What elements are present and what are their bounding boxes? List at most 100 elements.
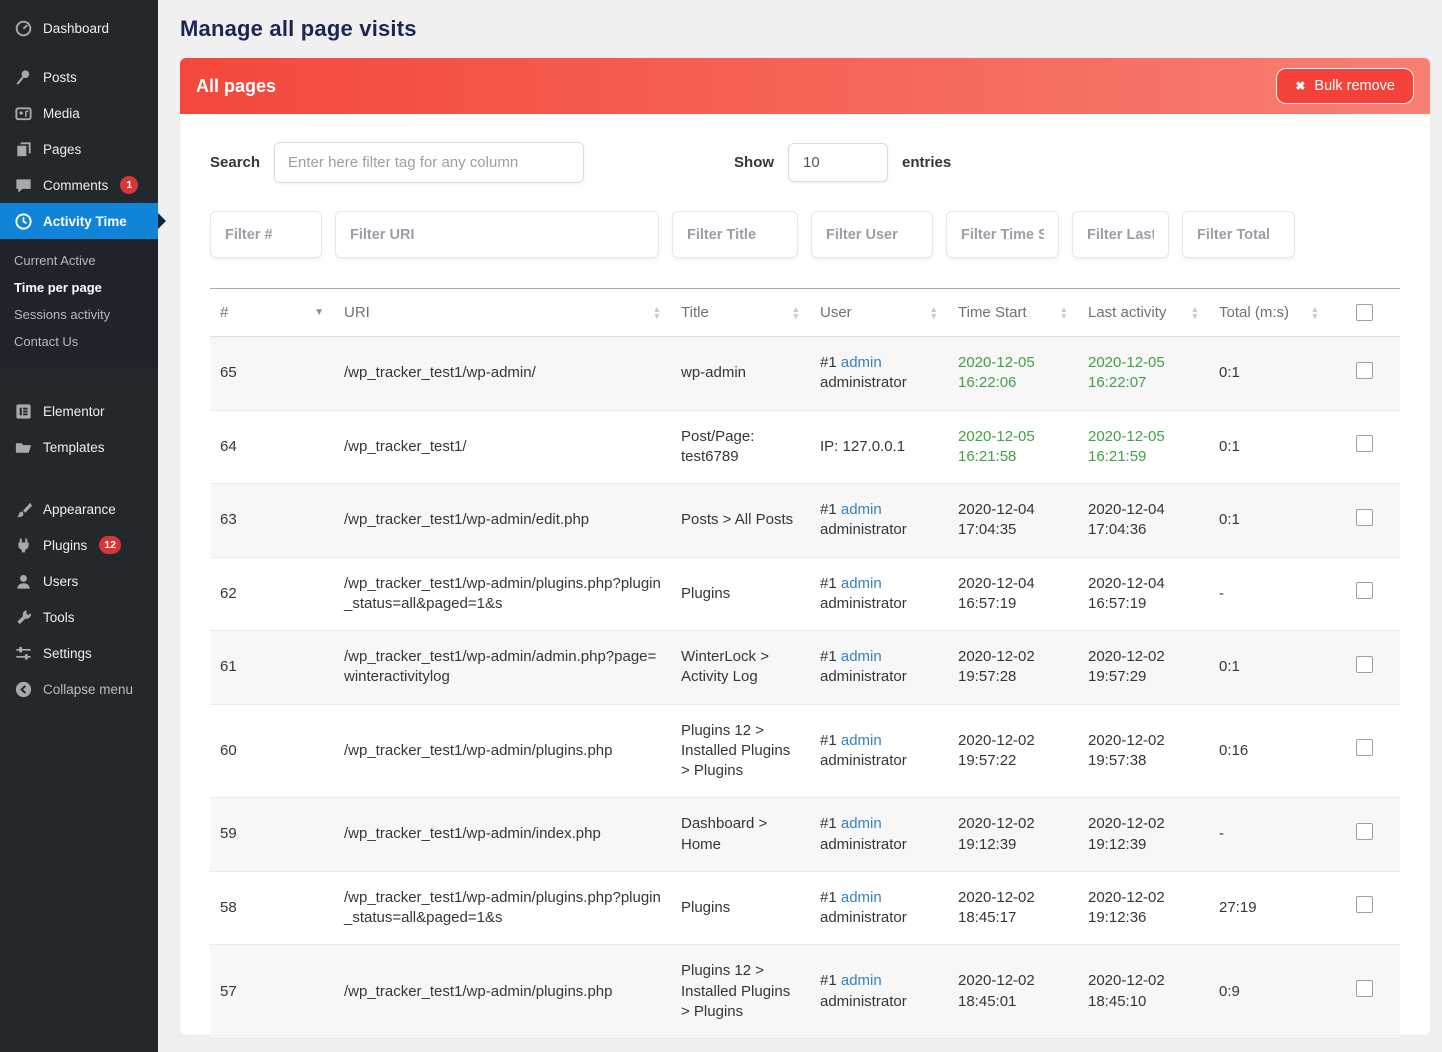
- cell-uri: /wp_tracker_test1/wp-admin/plugins.php: [344, 982, 613, 1000]
- filter-input-filter-uri[interactable]: [335, 211, 659, 258]
- sort-icon: ▲ ▼: [1190, 303, 1199, 321]
- sort-icon: ▲ ▼: [652, 303, 661, 321]
- table-row: 59/wp_tracker_test1/wp-admin/index.php Da…: [210, 797, 1400, 872]
- row-checkbox[interactable]: [1356, 435, 1373, 453]
- sidebar-item-elementor[interactable]: Elementor: [0, 393, 158, 429]
- user-admin-link[interactable]: admin: [840, 731, 882, 749]
- user-admin-link[interactable]: admin: [840, 888, 882, 906]
- cell-last-activity: 2020-12-02 18:44:56: [1078, 1039, 1209, 1052]
- filter-input-filter-time-sta[interactable]: [946, 211, 1059, 258]
- cell-title: wp-admin: [681, 364, 747, 382]
- user-id-prefix: #1: [820, 354, 837, 371]
- row-checkbox[interactable]: [1356, 822, 1373, 840]
- sidebar-item-pages[interactable]: Pages: [0, 131, 158, 167]
- bulk-remove-button[interactable]: ✖ Bulk remove: [1276, 68, 1414, 104]
- cell-select: [1329, 484, 1400, 558]
- column-header-user[interactable]: User ▲ ▼: [810, 288, 948, 337]
- row-checkbox[interactable]: [1356, 655, 1373, 673]
- cell-uri: /wp_tracker_test1/: [344, 437, 467, 455]
- cell-last-activity: 2020-12-02 19:12:39: [1088, 815, 1165, 853]
- filter-input-filter-title[interactable]: [672, 211, 798, 258]
- sidebar-subitem-current-active[interactable]: Current Active: [14, 253, 96, 268]
- cell-title: Posts > All Posts: [681, 511, 794, 529]
- table-body: 65/wp_tracker_test1/wp-admin/wp-admin #1 …: [210, 336, 1400, 1052]
- sidebar-item-posts[interactable]: Posts: [0, 59, 158, 95]
- sidebar-item-media[interactable]: Media: [0, 95, 158, 131]
- user-admin-link[interactable]: admin: [840, 501, 882, 518]
- panel-title: All pages: [196, 75, 277, 96]
- cell-last-activity: 2020-12-05 16:21:59: [1088, 427, 1165, 465]
- sidebar-item-users[interactable]: Users: [0, 563, 158, 599]
- sidebar-subitem-sessions-activity[interactable]: Sessions activity: [14, 307, 111, 322]
- user-role: administrator: [820, 374, 907, 392]
- user-id-prefix: #1: [820, 648, 837, 665]
- filter-input-filter-total[interactable]: [1182, 211, 1295, 258]
- column-header-last-activity[interactable]: Last activity ▲ ▼: [1078, 288, 1209, 337]
- column-header-time-start[interactable]: Time Start ▲ ▼: [948, 288, 1078, 337]
- table-row: 61/wp_tracker_test1/wp-admin/admin.php?p…: [210, 630, 1400, 705]
- user-admin-link[interactable]: admin: [840, 972, 882, 990]
- comments-icon: [13, 175, 33, 195]
- menu-separator: [0, 465, 158, 491]
- row-checkbox[interactable]: [1356, 582, 1373, 600]
- sidebar-item-templates[interactable]: Templates: [0, 429, 158, 465]
- cell-last-activity: 2020-12-02 18:45:10: [1088, 972, 1165, 1010]
- user-admin-link[interactable]: admin: [840, 354, 882, 371]
- column-header-inner: URI ▲ ▼: [344, 304, 661, 321]
- cell-title: Plugins 12 > Installed Plugins > Plugins: [681, 962, 791, 1020]
- row-checkbox[interactable]: [1356, 508, 1373, 526]
- sidebar-item-activity-time[interactable]: Activity Time: [0, 203, 166, 239]
- cell-time-start: 2020-12-02 18:45:01: [958, 972, 1035, 1010]
- cell-total: 27:19: [1219, 898, 1257, 916]
- sidebar-item-comments[interactable]: Comments 1: [0, 167, 158, 203]
- user-role: administrator: [820, 751, 907, 769]
- cell-select: [1329, 1039, 1400, 1052]
- column-header-title[interactable]: Title ▲ ▼: [671, 288, 810, 337]
- search-label: Search: [210, 154, 261, 171]
- user-role: administrator: [820, 835, 907, 853]
- column-header-select[interactable]: [1329, 288, 1400, 337]
- user-role: administrator: [820, 992, 907, 1010]
- sidebar-item-dashboard[interactable]: Dashboard: [0, 10, 158, 46]
- count-badge: 12: [99, 536, 121, 554]
- sidebar-item-collapse-menu[interactable]: Collapse menu: [0, 671, 158, 707]
- cell-uri: /wp_tracker_test1/wp-admin/plugins.php: [344, 741, 613, 759]
- sidebar-item-tools[interactable]: Tools: [0, 599, 158, 635]
- table-row: 65/wp_tracker_test1/wp-admin/wp-admin #1 …: [210, 336, 1400, 410]
- column-header-[interactable]: # ▼: [210, 288, 334, 337]
- select-all-checkbox[interactable]: [1356, 304, 1373, 321]
- sidebar-subitem-contact-us[interactable]: Contact Us: [14, 334, 79, 349]
- cell-id: 61: [220, 658, 237, 676]
- column-header-uri[interactable]: URI ▲ ▼: [334, 288, 671, 337]
- cell-title: Dashboard > Home: [681, 815, 768, 853]
- filter-input-filter-user[interactable]: [811, 211, 933, 258]
- row-checkbox[interactable]: [1356, 980, 1373, 997]
- sidebar-item-settings[interactable]: Settings: [0, 635, 158, 671]
- user-admin-link[interactable]: admin: [840, 574, 882, 592]
- cell-last-activity: 2020-12-04 17:04:36: [1088, 501, 1165, 539]
- filter-input-filter[interactable]: [210, 211, 322, 258]
- row-checkbox[interactable]: [1356, 361, 1373, 379]
- sidebar-subitem-time-per-page[interactable]: Time per page: [14, 280, 102, 295]
- sort-icon: ▲ ▼: [1059, 303, 1068, 321]
- column-header-total-m-s[interactable]: Total (m:s) ▲ ▼: [1209, 288, 1329, 337]
- show-entries-input[interactable]: [788, 143, 889, 182]
- dashboard-icon: [13, 18, 33, 38]
- column-header-label: User: [820, 304, 852, 321]
- row-checkbox[interactable]: [1356, 896, 1373, 914]
- close-icon: ✖: [1295, 79, 1306, 93]
- filter-input-filter-last-activ[interactable]: [1072, 211, 1169, 258]
- row-checkbox[interactable]: [1356, 739, 1373, 757]
- sidebar-item-appearance[interactable]: Appearance: [0, 491, 158, 527]
- search-input[interactable]: [274, 142, 585, 183]
- table-row: 56/wp_tracker_test1/wp-admin/wp-admin#1 …: [210, 1039, 1400, 1052]
- cell-user: #1 admin administrator: [810, 631, 948, 705]
- user-admin-link[interactable]: admin: [840, 648, 882, 665]
- cell-id: 62: [220, 584, 237, 602]
- user-admin-link[interactable]: admin: [840, 815, 882, 833]
- cell-uri: /wp_tracker_test1/wp-admin/admin.php?pag…: [344, 648, 657, 686]
- cell-select: [1329, 631, 1400, 705]
- user-role: administrator: [820, 909, 907, 926]
- sidebar-item-plugins[interactable]: Plugins 12: [0, 527, 158, 563]
- cell-total: -: [1219, 584, 1224, 602]
